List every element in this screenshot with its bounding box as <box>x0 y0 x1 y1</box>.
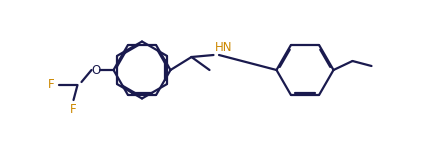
Text: O: O <box>92 63 101 76</box>
Text: HN: HN <box>215 41 232 54</box>
Text: F: F <box>70 103 77 116</box>
Text: F: F <box>48 78 55 92</box>
